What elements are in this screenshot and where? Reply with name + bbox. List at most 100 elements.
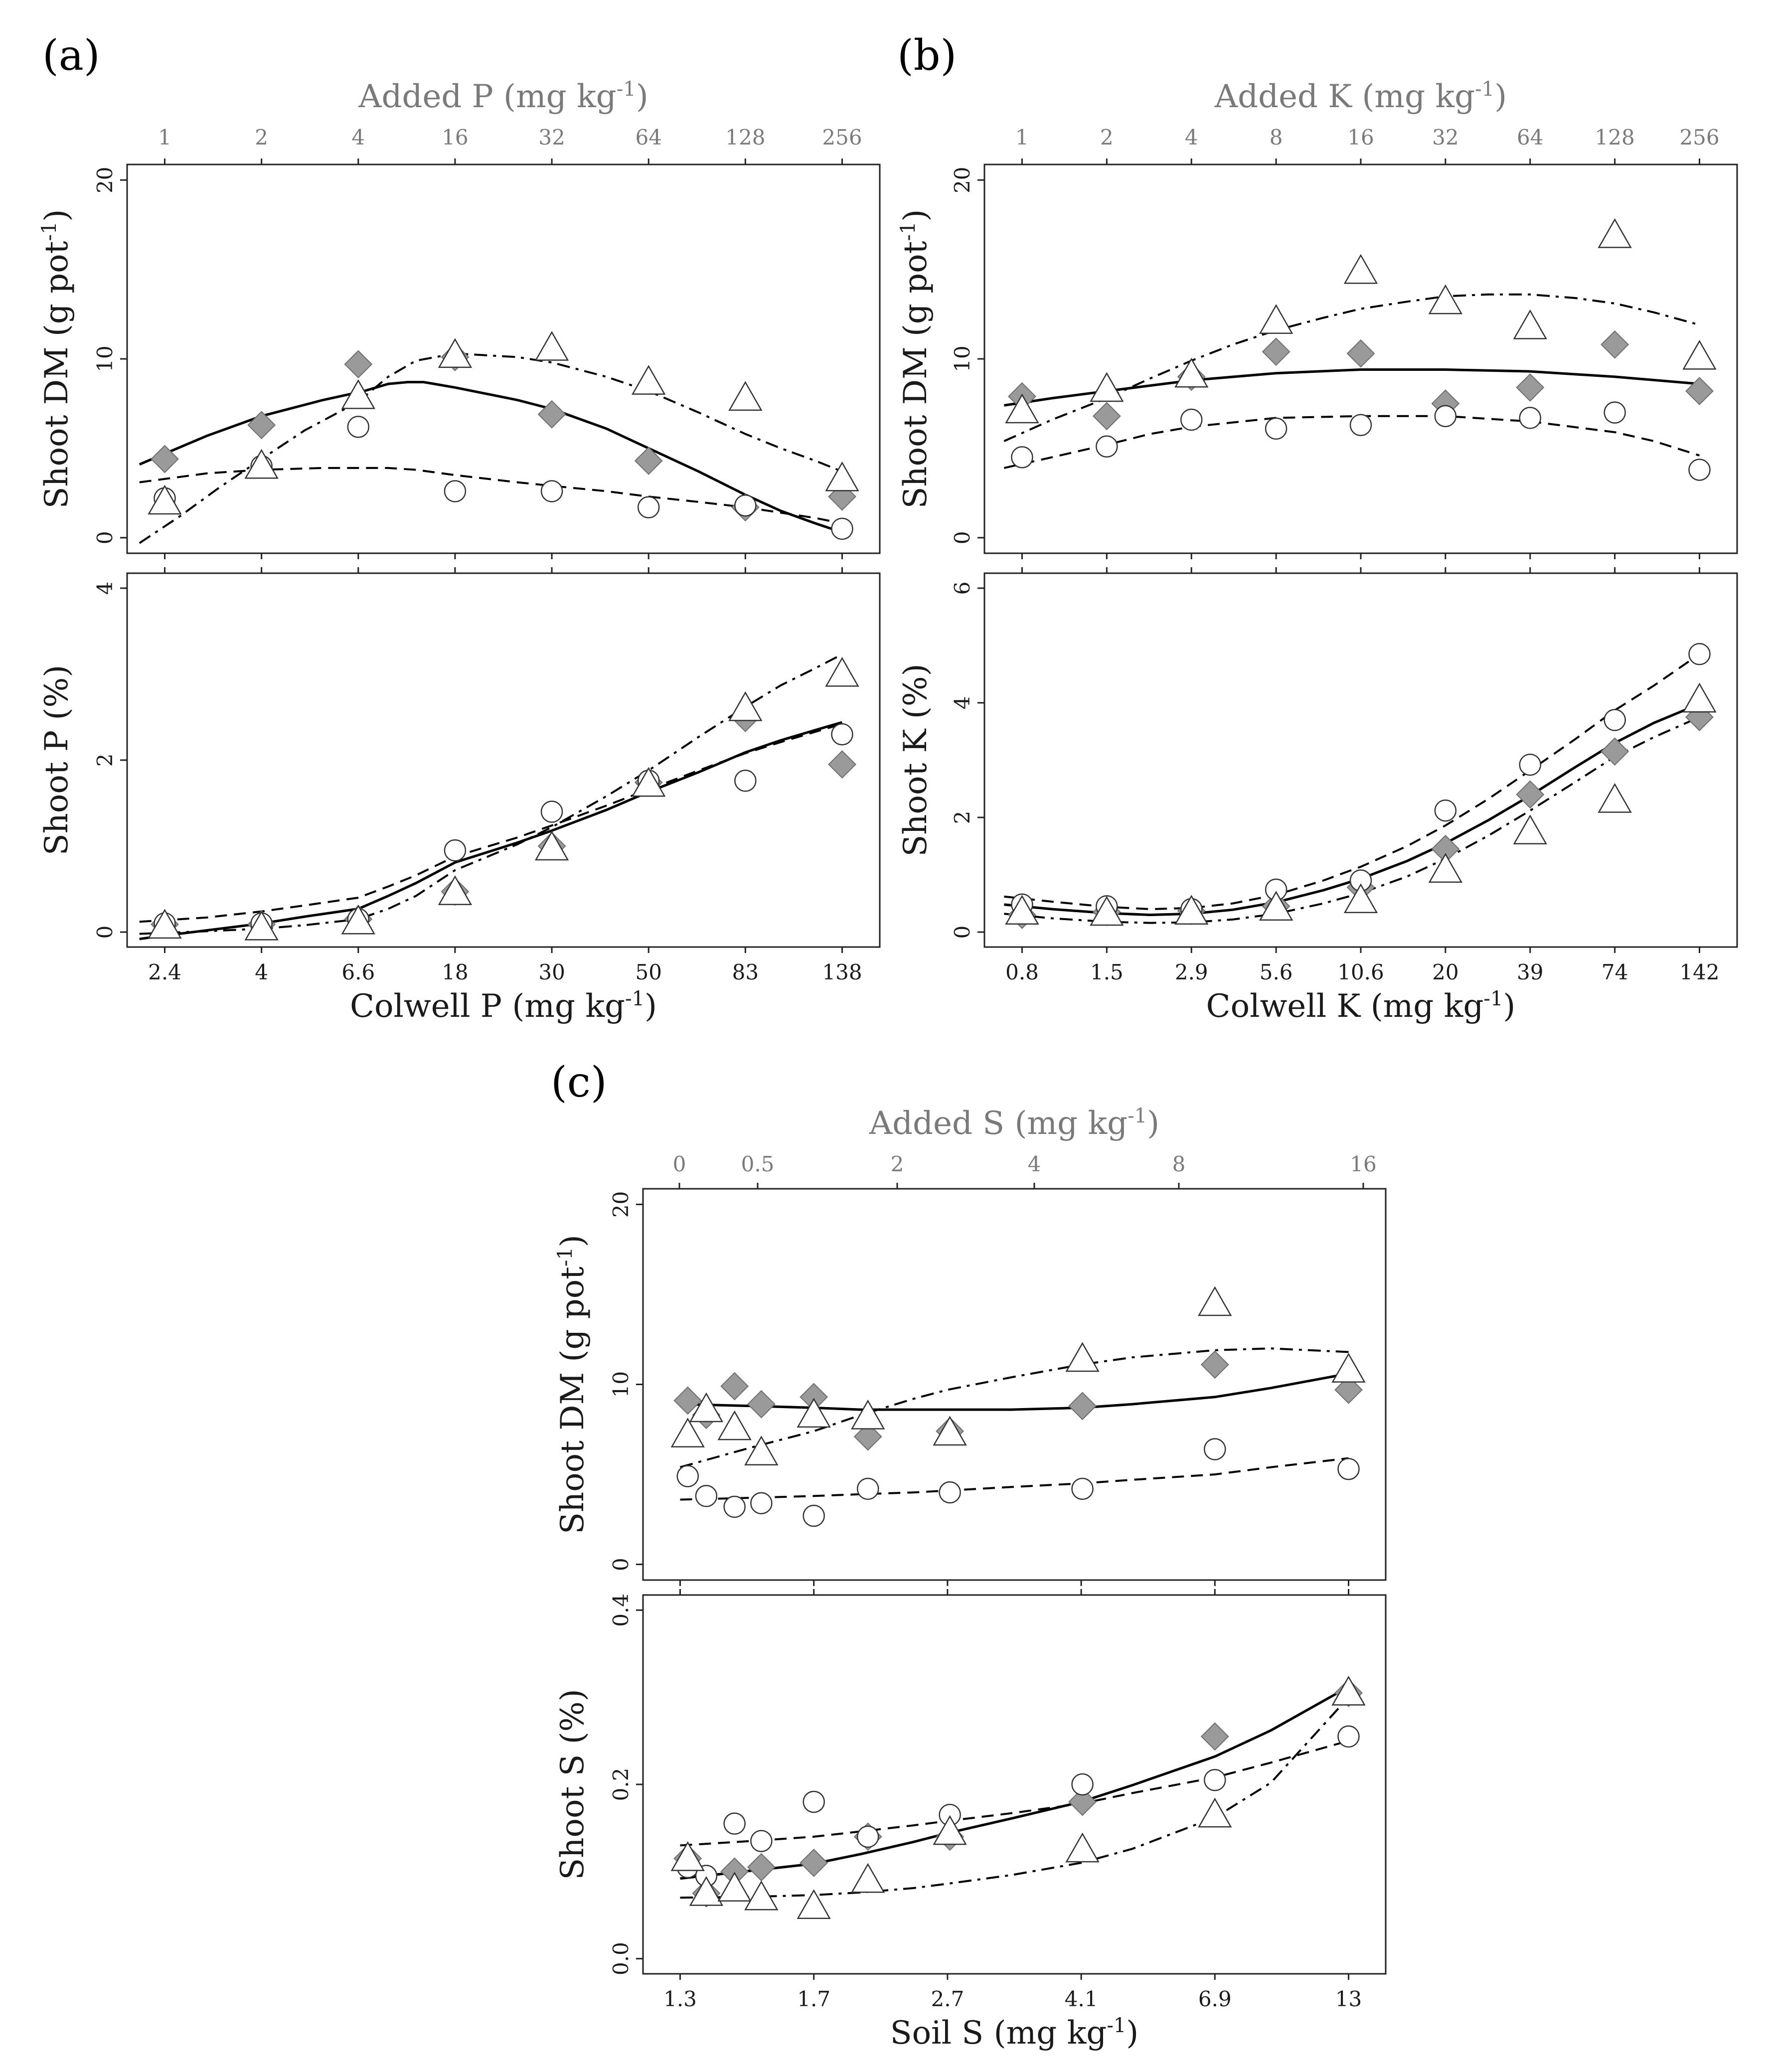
x-tick-label: 1.7: [797, 1987, 830, 2011]
y-tick-label: 0: [950, 531, 974, 544]
x-tick-label: 50: [635, 960, 661, 984]
circle-marker: [637, 496, 660, 519]
y-tick-label: 0: [93, 926, 117, 939]
circle-marker: [1096, 435, 1118, 458]
diamond-marker: [828, 750, 856, 779]
triangle-fit-line: [1003, 293, 1700, 442]
triangle-fit-line: [139, 653, 843, 935]
top-tick-label: 1: [158, 125, 171, 150]
top-tick-label: 0.5: [741, 1152, 775, 1176]
y-tick-label: 4: [93, 582, 117, 595]
circle-marker: [856, 1825, 879, 1848]
triangle-marker: [1005, 895, 1039, 925]
x-tick-label: 13: [1335, 1987, 1362, 2011]
y-axis-label-c-upper-suffix: ): [554, 1235, 591, 1247]
diamond-fit-line: [139, 721, 843, 941]
top-axis-label-a: Added P (mg kg-1): [358, 78, 648, 115]
x-axis-label-b-suffix: ): [1503, 988, 1515, 1025]
plot-frame: [126, 572, 881, 948]
triangle-marker: [825, 656, 859, 687]
diamond-marker: [1262, 337, 1290, 366]
circle-fit-line: [139, 723, 843, 923]
top-tick-label: 1: [1015, 125, 1029, 150]
y-axis-label-c-upper-text: Shoot DM (g pot: [554, 1267, 591, 1534]
y-axis-label-a-upper-suffix: ): [38, 209, 75, 222]
top-tick-label: 2: [1100, 125, 1114, 150]
subplot-a-lower: 0 2 4: [93, 567, 881, 953]
top-tick-label: 2: [255, 125, 268, 150]
top-tick-label: 256: [822, 125, 862, 150]
diamond-marker: [673, 1386, 702, 1415]
diamond-marker: [1346, 339, 1375, 368]
triangle-marker: [1331, 1675, 1366, 1706]
triangle-marker: [1428, 284, 1463, 315]
triangle-marker: [1682, 682, 1717, 713]
y-axis-label-c-upper: Shoot DM (g pot-1): [554, 1235, 591, 1534]
circle-marker: [856, 1477, 879, 1500]
top-tick-label: 8: [1172, 1152, 1186, 1176]
triangle-marker: [933, 1815, 967, 1845]
x-axis-label-a-suffix: ): [644, 988, 657, 1025]
triangle-marker: [1598, 218, 1632, 248]
circle-marker: [939, 1481, 961, 1504]
triangle-marker: [797, 1398, 831, 1428]
circle-marker: [750, 1492, 773, 1515]
top-axis-label-b: Added K (mg kg-1): [1214, 78, 1507, 115]
y-axis-label-b-upper-suffix: ): [897, 209, 934, 222]
subplot-b-lower: 0 2 4 6: [950, 567, 1738, 953]
triangle-marker: [148, 484, 182, 515]
diamond-marker: [800, 1848, 828, 1877]
circle-marker: [803, 1504, 825, 1527]
x-tick-label: 138: [822, 960, 862, 984]
triangle-marker: [1174, 895, 1209, 925]
circle-marker: [1204, 1769, 1226, 1791]
y-axis-label-c-lower: Shoot S (%): [554, 1689, 591, 1880]
y-axis-label-a-upper-text: Shoot DM (g pot: [38, 241, 75, 508]
x-tick-label: 1.5: [1090, 960, 1124, 984]
triangle-marker: [1259, 304, 1293, 334]
top-axis-label-b-text: Added K (mg kg: [1214, 78, 1475, 115]
x-tick-label: 4.1: [1065, 1987, 1098, 2011]
y-axis-label-c-upper-superscript: -1: [554, 1247, 577, 1267]
y-tick-label: 0.0: [609, 1942, 633, 1975]
diamond-marker: [1601, 330, 1629, 359]
x-axis-label-b-text: Colwell K (mg kg: [1206, 988, 1484, 1025]
diamond-fit-line: [680, 1686, 1349, 1880]
circle-marker: [1519, 753, 1541, 776]
diamond-marker: [247, 411, 276, 440]
circle-marker: [734, 770, 757, 792]
circle-marker: [1011, 446, 1033, 469]
circle-marker: [695, 1485, 718, 1507]
circle-fit-line: [139, 467, 842, 525]
circle-marker: [803, 1790, 825, 1813]
y-axis-label-a-lower-text: Shoot P (%): [38, 665, 75, 855]
y-axis-label-b-upper: Shoot DM (g pot-1): [897, 209, 934, 509]
triangle-marker: [797, 1889, 831, 1919]
x-axis-label-b-superscript: -1: [1483, 987, 1503, 1010]
triangle-marker: [632, 767, 666, 797]
triangle-marker: [933, 1416, 967, 1446]
triangle-fit-line: [1004, 716, 1700, 924]
subplot-c-lower: 0.0 0.2 0.4: [609, 1589, 1387, 1980]
y-axis-label-a-upper-superscript: -1: [38, 222, 61, 241]
circle-marker: [1337, 1725, 1360, 1748]
x-tick-label: 142: [1679, 960, 1719, 984]
circle-marker: [676, 1465, 699, 1487]
triangle-marker: [670, 1418, 705, 1447]
triangle-fit-line: [680, 1696, 1349, 1899]
circle-marker: [1337, 1457, 1360, 1480]
diamond-marker: [1092, 402, 1121, 431]
top-tick-label: 128: [725, 125, 765, 150]
triangle-marker: [244, 449, 279, 479]
x-tick-label: 2.4: [148, 960, 181, 984]
top-axis-label-b-superscript: -1: [1475, 78, 1494, 101]
y-tick-label: 20: [93, 166, 117, 193]
triangle-marker: [825, 461, 859, 491]
x-tick-label: 10.6: [1337, 960, 1384, 984]
diamond-marker: [634, 447, 663, 475]
diamond-marker: [720, 1372, 749, 1401]
top-axis-label-a-suffix: ): [636, 78, 648, 115]
x-tick-label: 18: [442, 960, 468, 984]
y-tick-label: 20: [950, 166, 974, 193]
